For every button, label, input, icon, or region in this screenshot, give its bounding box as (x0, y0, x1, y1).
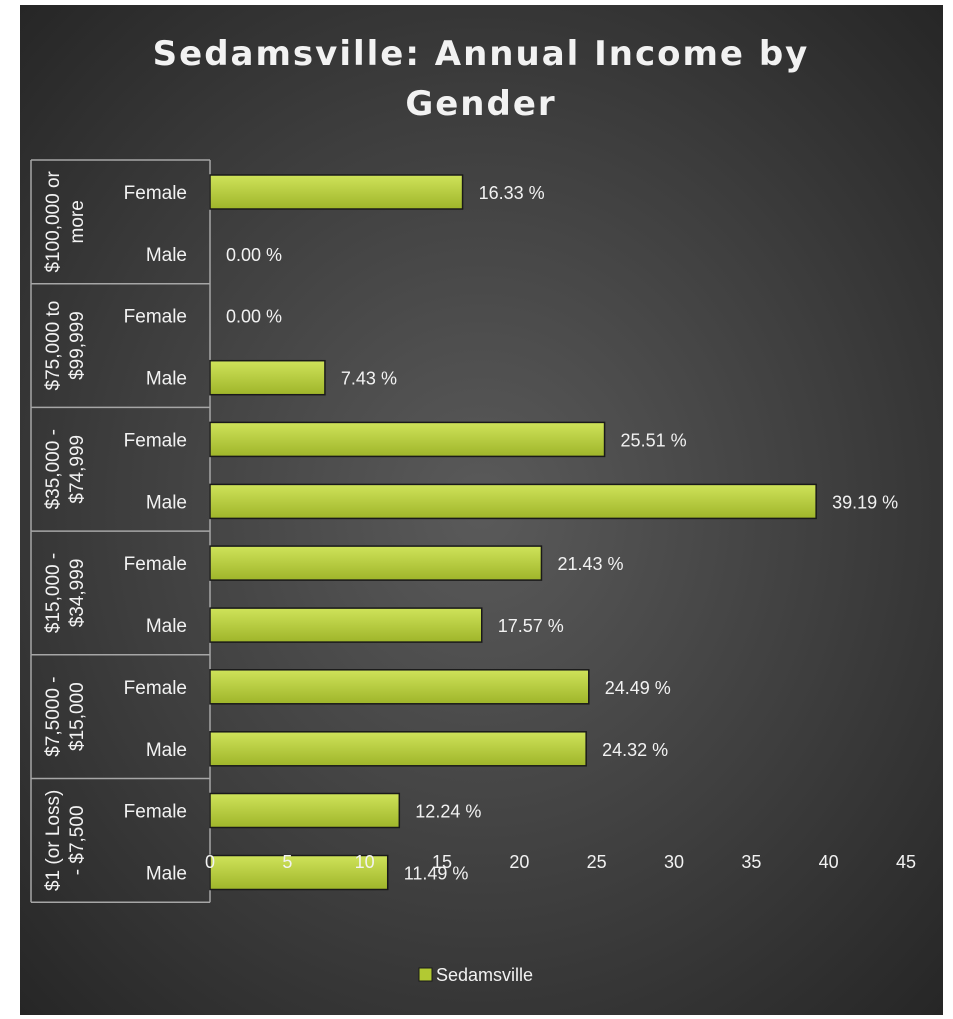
bar (209, 792, 401, 829)
bar (209, 731, 587, 767)
x-tick-label: 0 (205, 852, 215, 872)
data-label: 17.57 % (498, 616, 564, 636)
bar (209, 669, 590, 705)
group-label-line: - $7,500 (67, 805, 88, 875)
category-label: Female (124, 307, 187, 328)
category-label: Female (124, 430, 187, 451)
x-tick-label: 30 (664, 852, 684, 872)
group-label: $75,000 to $99,999 (43, 301, 88, 391)
legend-swatch (418, 967, 433, 982)
group-label-line: $15,000 (67, 682, 88, 751)
group-label: $1 (or Loss) - $7,500 (43, 790, 88, 891)
category-label: Male (146, 616, 187, 637)
data-label: 24.49 % (605, 678, 671, 698)
data-label: 11.49 % (404, 864, 469, 884)
group-label: $35,000 - $74,999 (43, 429, 88, 509)
category-label: Male (146, 492, 187, 513)
x-tick-label: 40 (819, 852, 839, 872)
chart-title-line-2: Gender (405, 84, 556, 124)
group-label-line: $100,000 or (43, 170, 64, 272)
x-tick-label: 10 (355, 852, 375, 872)
group-label-line: $74,999 (67, 435, 88, 504)
group-label-line: $35,000 - (43, 429, 64, 509)
data-label: 16.33 % (479, 183, 545, 203)
group-label-line: $1 (or Loss) (43, 790, 64, 891)
bar (209, 483, 817, 520)
group-label-line: $15,000 - (43, 553, 64, 633)
group-label: $100,000 or more (43, 170, 88, 272)
chart-title-line-1: Sedamsville: Annual Income by (153, 34, 810, 74)
category-label: Female (124, 802, 187, 823)
data-label: 0.00 % (226, 245, 282, 265)
x-tick-label: 15 (432, 852, 452, 872)
x-tick-label: 45 (896, 852, 916, 872)
data-label: 0.00 % (226, 307, 282, 327)
category-label: Male (146, 740, 187, 761)
category-label: Male (146, 245, 187, 266)
group-label-line: $34,999 (67, 559, 88, 628)
group-label-line: more (67, 200, 88, 243)
category-label: Male (146, 864, 187, 885)
legend: Sedamsville (418, 965, 533, 985)
bar (209, 359, 326, 396)
bar (209, 607, 483, 643)
bar (209, 854, 389, 891)
x-tick-label: 20 (509, 852, 529, 872)
bar (209, 545, 543, 581)
plot-area: $100,000 or more Female 16.33 % Male 0.00 % $7… (30, 159, 916, 903)
x-tick-label: 25 (587, 852, 607, 872)
data-label: 21.43 % (557, 554, 623, 574)
data-label: 25.51 % (621, 430, 687, 450)
data-label: 12.24 % (415, 802, 481, 822)
group-label-line: $75,000 to (43, 301, 64, 391)
category-label: Female (124, 678, 187, 699)
legend-label: Sedamsville (436, 965, 533, 985)
category-label: Male (146, 369, 187, 390)
x-tick-label: 5 (282, 852, 292, 872)
group-label-line: $7,5000 - (43, 677, 64, 757)
bar (209, 174, 464, 210)
chart-container: Sedamsville: Annual Income by Gender $10… (20, 5, 943, 1015)
group-label-line: $99,999 (67, 311, 88, 380)
data-label: 39.19 % (832, 492, 898, 512)
data-label: 24.32 % (602, 740, 668, 760)
bar-chart: Sedamsville: Annual Income by Gender $10… (30, 34, 916, 985)
group-label: $7,5000 - $15,000 (43, 677, 88, 757)
category-label: Female (124, 183, 187, 204)
data-label: 7.43 % (341, 369, 397, 389)
x-tick-label: 35 (741, 852, 761, 872)
bar (209, 421, 606, 458)
group-label: $15,000 - $34,999 (43, 553, 88, 633)
category-label: Female (124, 554, 187, 575)
